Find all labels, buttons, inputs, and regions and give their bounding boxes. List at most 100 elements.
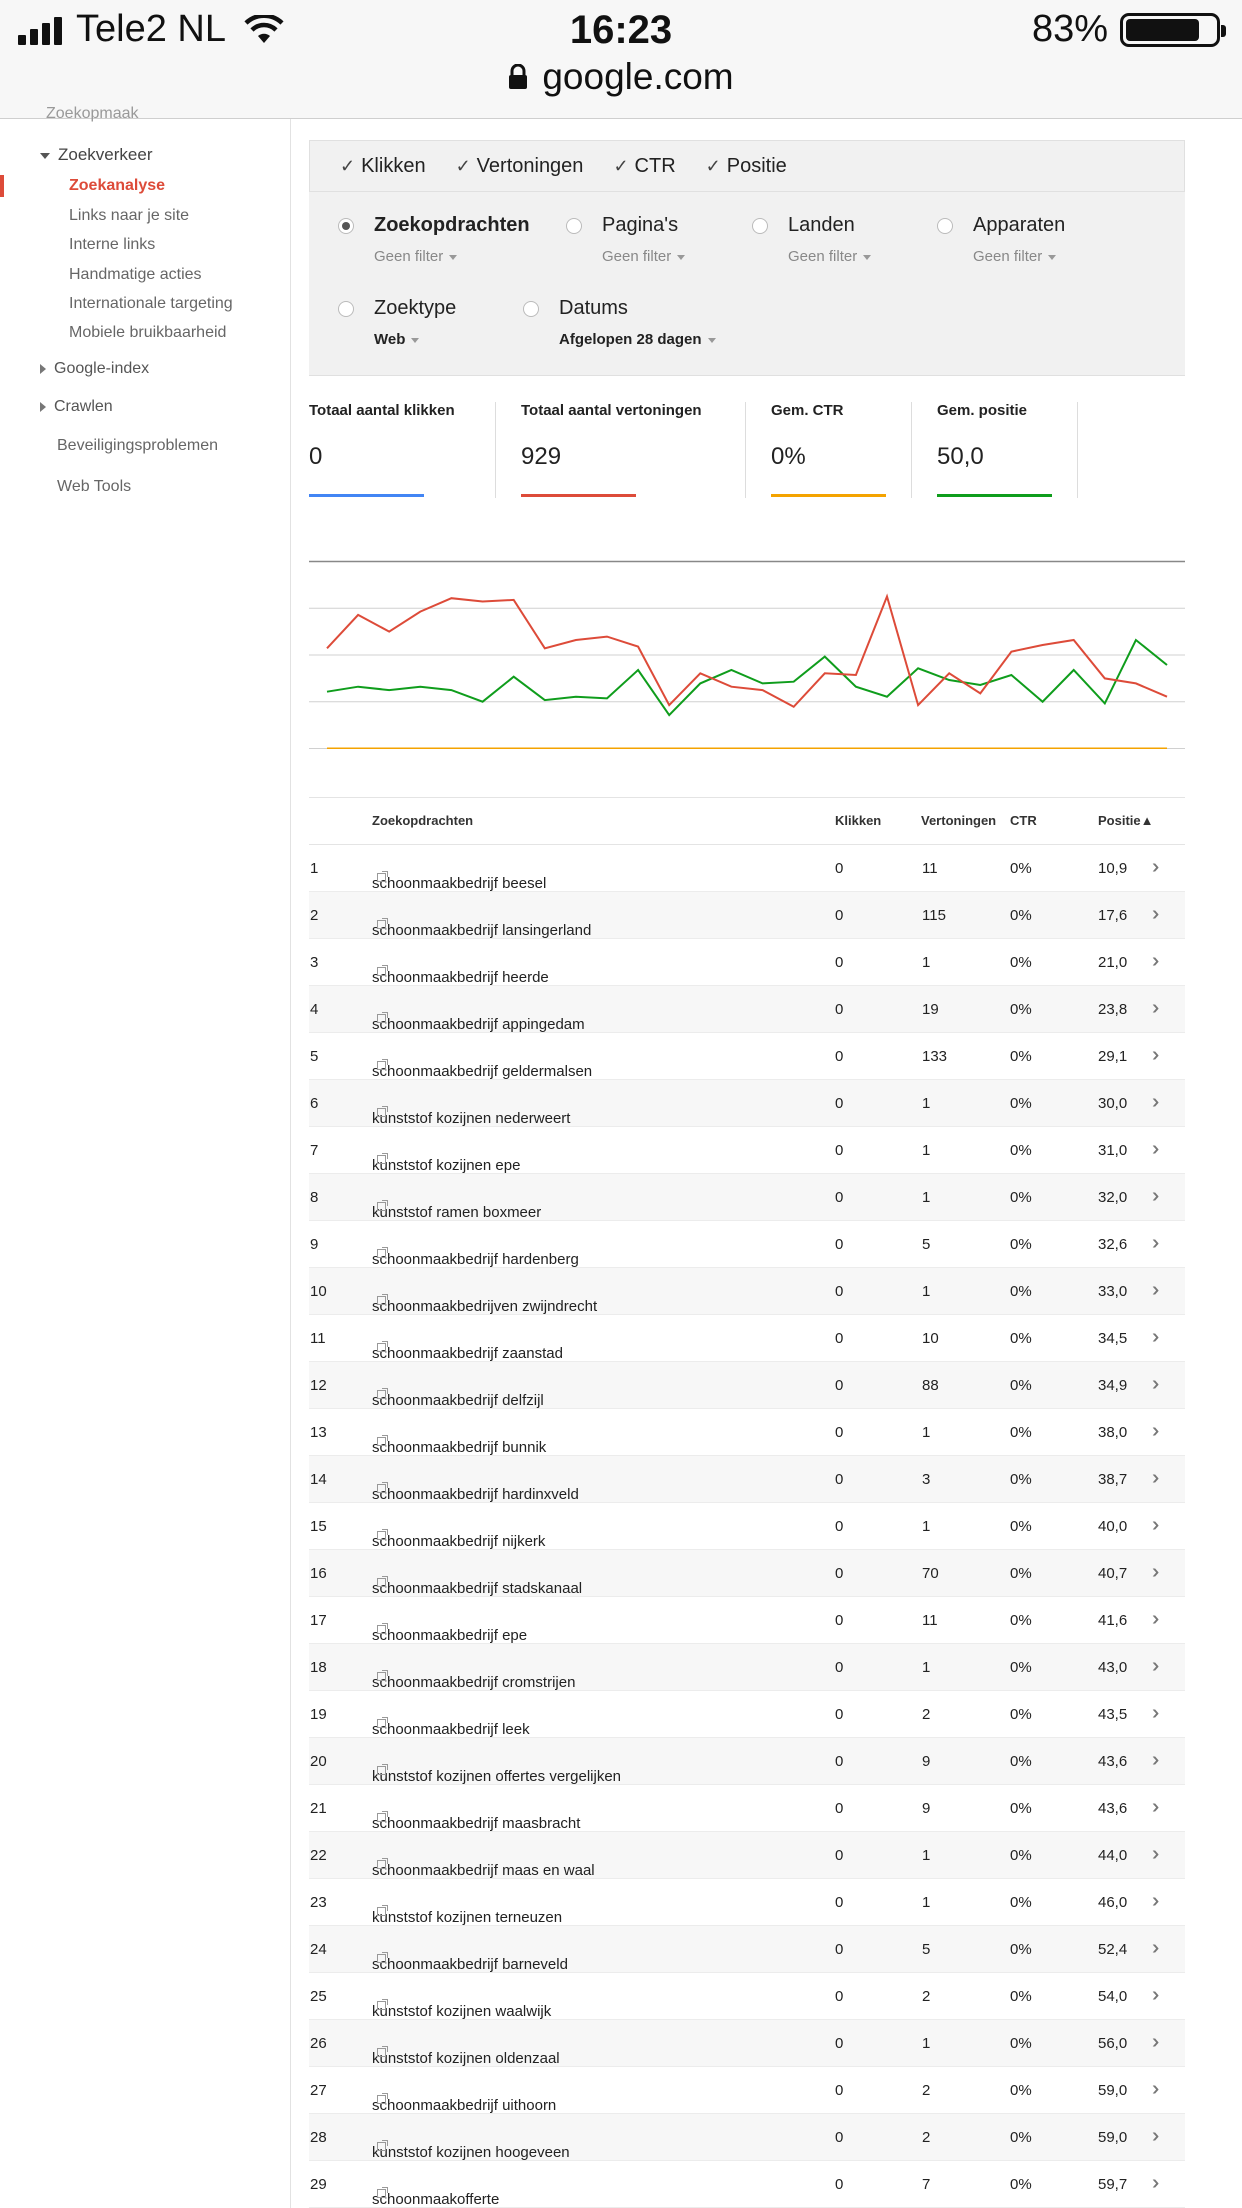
double-chevron-icon[interactable]: ›› [1152,1984,1161,2006]
table-row[interactable]: 18 schoonmaakbedrijf cromstrijen 0 1 0% 43,0 ›… [309,1644,1185,1691]
external-link-icon[interactable] [377,1811,388,1822]
table-row[interactable]: 21 schoonmaakbedrijf maasbracht 0 9 0% 43,6 ›› [309,1785,1185,1832]
header-ctr[interactable]: CTR [1010,813,1037,828]
table-row[interactable]: 9 schoonmaakbedrijf hardenberg 0 5 0% 32,6 ›› [309,1221,1185,1268]
double-chevron-icon[interactable]: ›› [1152,1749,1161,1771]
table-row[interactable]: 26 kunststof kozijnen oldenzaal 0 1 0% 56,0 ›› [309,2020,1185,2067]
radio-selected[interactable] [338,218,354,234]
table-row[interactable]: 27 schoonmaakbedrijf uithoorn 0 2 0% 59,0 ›› [309,2067,1185,2114]
double-chevron-icon[interactable]: ›› [1152,1937,1161,1959]
table-row[interactable]: 2 schoonmaakbedrijf lansingerland 0 115 0% 17… [309,892,1185,939]
table-row[interactable]: 25 kunststof kozijnen waalwijk 0 2 0% 54,0 ›› [309,1973,1185,2020]
address-bar[interactable]: google.com [0,56,1242,98]
external-link-icon[interactable] [377,1999,388,2010]
sidebar-item-webtools[interactable]: Web Tools [57,478,132,495]
external-link-icon[interactable] [377,2093,388,2104]
double-chevron-icon[interactable]: ›› [1152,1138,1161,1160]
filter-dropdown[interactable]: Geen filter [973,248,1057,265]
table-row[interactable]: 4 schoonmaakbedrijf appingedam 0 19 0% 23,8 ›› [309,986,1185,1033]
table-row[interactable]: 17 schoonmaakbedrijf epe 0 11 0% 41,6 ›› [309,1597,1185,1644]
metric-ctr[interactable]: Gem. CTR 0% [771,402,886,502]
double-chevron-icon[interactable]: ›› [1152,1608,1161,1630]
double-chevron-icon[interactable]: ›› [1152,856,1161,878]
double-chevron-icon[interactable]: ›› [1152,1420,1161,1442]
double-chevron-icon[interactable]: ›› [1152,1044,1161,1066]
external-link-icon[interactable] [377,1623,388,1634]
table-row[interactable]: 16 schoonmaakbedrijf stadskanaal 0 70 0% 40,7… [309,1550,1185,1597]
table-row[interactable]: 24 schoonmaakbedrijf barneveld 0 5 0% 52,4 ›› [309,1926,1185,1973]
double-chevron-icon[interactable]: ›› [1152,1561,1161,1583]
radio[interactable] [338,301,354,317]
metric-clicks[interactable]: Totaal aantal klikken 0 [309,402,455,502]
double-chevron-icon[interactable]: ›› [1152,1232,1161,1254]
radio[interactable] [937,218,953,234]
double-chevron-icon[interactable]: ›› [1152,2031,1161,2053]
external-link-icon[interactable] [377,1905,388,1916]
double-chevron-icon[interactable]: ›› [1152,1702,1161,1724]
double-chevron-icon[interactable]: ›› [1152,1843,1161,1865]
sidebar-group-index[interactable]: Google-index [40,360,149,378]
double-chevron-icon[interactable]: ›› [1152,1467,1161,1489]
double-chevron-icon[interactable]: ›› [1152,1279,1161,1301]
external-link-icon[interactable] [377,1576,388,1587]
sidebar-item-links[interactable]: Links naar je site [69,207,190,224]
checkbox-position[interactable]: ✓ Positie [705,154,787,177]
sidebar-item-mobile[interactable]: Mobiele bruikbaarheid [69,324,227,341]
external-link-icon[interactable] [377,2187,388,2198]
header-position[interactable]: Positie▲ [1098,813,1154,828]
table-row[interactable]: 6 kunststof kozijnen nederweert 0 1 0% 30,0 ›› [309,1080,1185,1127]
table-row[interactable]: 11 schoonmaakbedrijf zaanstad 0 10 0% 34,5 ›› [309,1315,1185,1362]
checkbox-clicks[interactable]: ✓ Klikken [340,154,426,177]
external-link-icon[interactable] [377,1153,388,1164]
header-query[interactable]: Zoekopdrachten [372,813,474,828]
double-chevron-icon[interactable]: ›› [1152,903,1161,925]
checkbox-ctr[interactable]: ✓ CTR [613,154,676,177]
table-row[interactable]: 3 schoonmaakbedrijf heerde 0 1 0% 21,0 ›› [309,939,1185,986]
external-link-icon[interactable] [377,1858,388,1869]
external-link-icon[interactable] [377,1435,388,1446]
sidebar-item-zoekanalyse[interactable]: Zoekanalyse [69,177,166,194]
table-row[interactable]: 20 kunststof kozijnen offertes vergelijke… [309,1738,1185,1785]
sidebar-group-traffic[interactable]: Zoekverkeer [40,145,152,165]
table-row[interactable]: 28 kunststof kozijnen hoogeveen 0 2 0% 59,0 ›› [309,2114,1185,2161]
table-row[interactable]: 23 kunststof kozijnen terneuzen 0 1 0% 46,0 ›› [309,1879,1185,1926]
double-chevron-icon[interactable]: ›› [1152,2172,1161,2194]
double-chevron-icon[interactable]: ›› [1152,997,1161,1019]
table-row[interactable]: 10 schoonmaakbedrijven zwijndrecht 0 1 0% 33,… [309,1268,1185,1315]
sidebar-item-cut[interactable]: Zoekopmaak [46,105,139,122]
external-link-icon[interactable] [377,1717,388,1728]
external-link-icon[interactable] [377,1294,388,1305]
sidebar-item-security[interactable]: Beveiligingsproblemen [57,437,218,454]
double-chevron-icon[interactable]: ›› [1152,1514,1161,1536]
external-link-icon[interactable] [377,1670,388,1681]
double-chevron-icon[interactable]: ›› [1152,1326,1161,1348]
radio[interactable] [752,218,768,234]
external-link-icon[interactable] [377,1952,388,1963]
double-chevron-icon[interactable]: ›› [1152,1796,1161,1818]
radio[interactable] [523,301,539,317]
external-link-icon[interactable] [377,918,388,929]
external-link-icon[interactable] [377,965,388,976]
table-row[interactable]: 22 schoonmaakbedrijf maas en waal 0 1 0% 44,0… [309,1832,1185,1879]
filter-dropdown[interactable]: Geen filter [602,248,686,265]
filter-dropdown[interactable]: Web [374,331,420,348]
table-row[interactable]: 19 schoonmaakbedrijf leek 0 2 0% 43,5 ›› [309,1691,1185,1738]
external-link-icon[interactable] [377,871,388,882]
checkbox-impressions[interactable]: ✓ Vertoningen [455,154,584,177]
external-link-icon[interactable] [377,1529,388,1540]
double-chevron-icon[interactable]: ›› [1152,2078,1161,2100]
table-row[interactable]: 12 schoonmaakbedrijf delfzijl 0 88 0% 34,9 ›› [309,1362,1185,1409]
double-chevron-icon[interactable]: ›› [1152,1890,1161,1912]
external-link-icon[interactable] [377,1482,388,1493]
external-link-icon[interactable] [377,1388,388,1399]
sidebar-item-intl-targeting[interactable]: Internationale targeting [69,295,233,312]
sidebar-item-manual-actions[interactable]: Handmatige acties [69,266,202,283]
sidebar-item-internal-links[interactable]: Interne links [69,236,156,253]
table-row[interactable]: 8 kunststof ramen boxmeer 0 1 0% 32,0 ›› [309,1174,1185,1221]
metric-impressions[interactable]: Totaal aantal vertoningen 929 [521,402,702,502]
table-row[interactable]: 29 schoonmaakofferte 0 7 0% 59,7 ›› [309,2161,1185,2208]
table-row[interactable]: 5 schoonmaakbedrijf geldermalsen 0 133 0% 29,… [309,1033,1185,1080]
sidebar-group-crawl[interactable]: Crawlen [40,398,113,416]
double-chevron-icon[interactable]: ›› [1152,950,1161,972]
external-link-icon[interactable] [377,1012,388,1023]
